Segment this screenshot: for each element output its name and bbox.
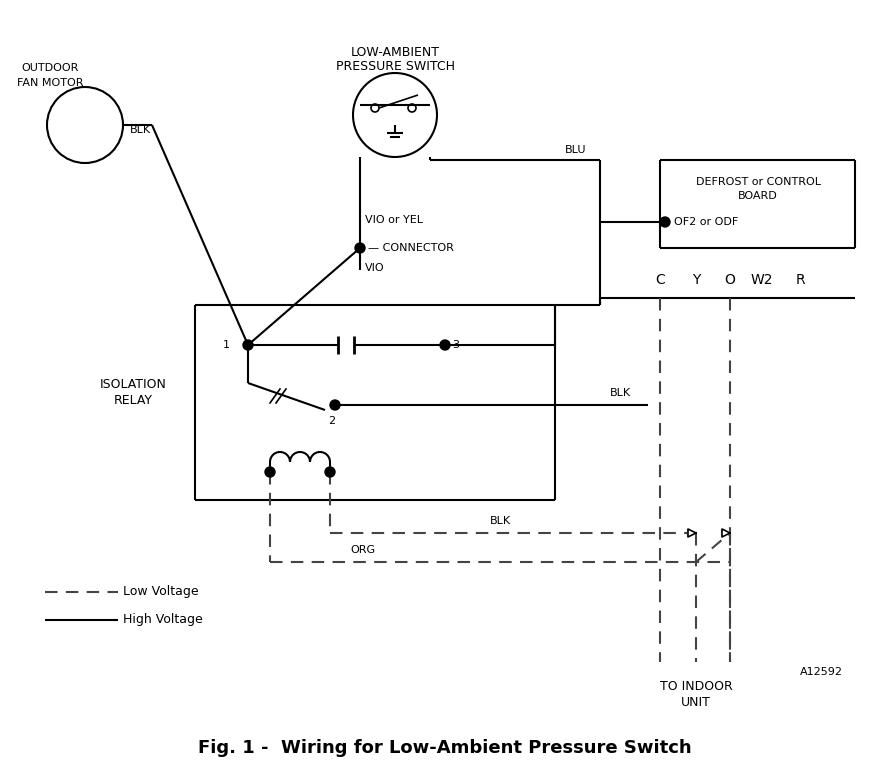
Text: ISOLATION: ISOLATION: [100, 379, 166, 392]
Text: 1: 1: [223, 340, 230, 350]
Text: BLK: BLK: [130, 125, 151, 135]
Text: BLK: BLK: [490, 516, 511, 526]
Circle shape: [440, 340, 450, 350]
Text: DEFROST or CONTROL: DEFROST or CONTROL: [695, 177, 821, 187]
Text: UNIT: UNIT: [681, 695, 711, 708]
Circle shape: [265, 467, 275, 477]
Circle shape: [325, 467, 335, 477]
Text: Low Voltage: Low Voltage: [123, 586, 198, 598]
Text: A12592: A12592: [800, 667, 843, 677]
Text: BLK: BLK: [610, 388, 631, 398]
Text: Y: Y: [692, 273, 700, 287]
Circle shape: [330, 400, 340, 410]
Text: 2: 2: [328, 416, 336, 426]
Circle shape: [355, 243, 365, 253]
Text: VIO or YEL: VIO or YEL: [365, 215, 423, 225]
Text: RELAY: RELAY: [114, 393, 152, 407]
Text: — CONNECTOR: — CONNECTOR: [368, 243, 454, 253]
Text: ORG: ORG: [350, 545, 375, 555]
Text: BLU: BLU: [565, 145, 587, 155]
Text: OF2 or ODF: OF2 or ODF: [674, 217, 738, 227]
Text: PRESSURE SWITCH: PRESSURE SWITCH: [336, 61, 455, 74]
Text: R: R: [795, 273, 805, 287]
Text: Fig. 1 -  Wiring for Low-Ambient Pressure Switch: Fig. 1 - Wiring for Low-Ambient Pressure…: [198, 739, 692, 757]
Text: TO INDOOR: TO INDOOR: [659, 680, 732, 692]
Text: BOARD: BOARD: [738, 191, 778, 201]
Text: OUTDOOR: OUTDOOR: [21, 63, 78, 73]
Text: High Voltage: High Voltage: [123, 614, 203, 626]
Polygon shape: [688, 529, 696, 537]
Circle shape: [660, 217, 670, 227]
Text: O: O: [724, 273, 735, 287]
Circle shape: [243, 340, 253, 350]
Text: VIO: VIO: [365, 263, 384, 273]
Text: LOW-AMBIENT: LOW-AMBIENT: [351, 46, 440, 58]
Polygon shape: [722, 529, 730, 537]
Text: C: C: [655, 273, 665, 287]
Text: 3: 3: [452, 340, 459, 350]
Text: W2: W2: [751, 273, 773, 287]
Text: FAN MOTOR: FAN MOTOR: [17, 78, 84, 88]
